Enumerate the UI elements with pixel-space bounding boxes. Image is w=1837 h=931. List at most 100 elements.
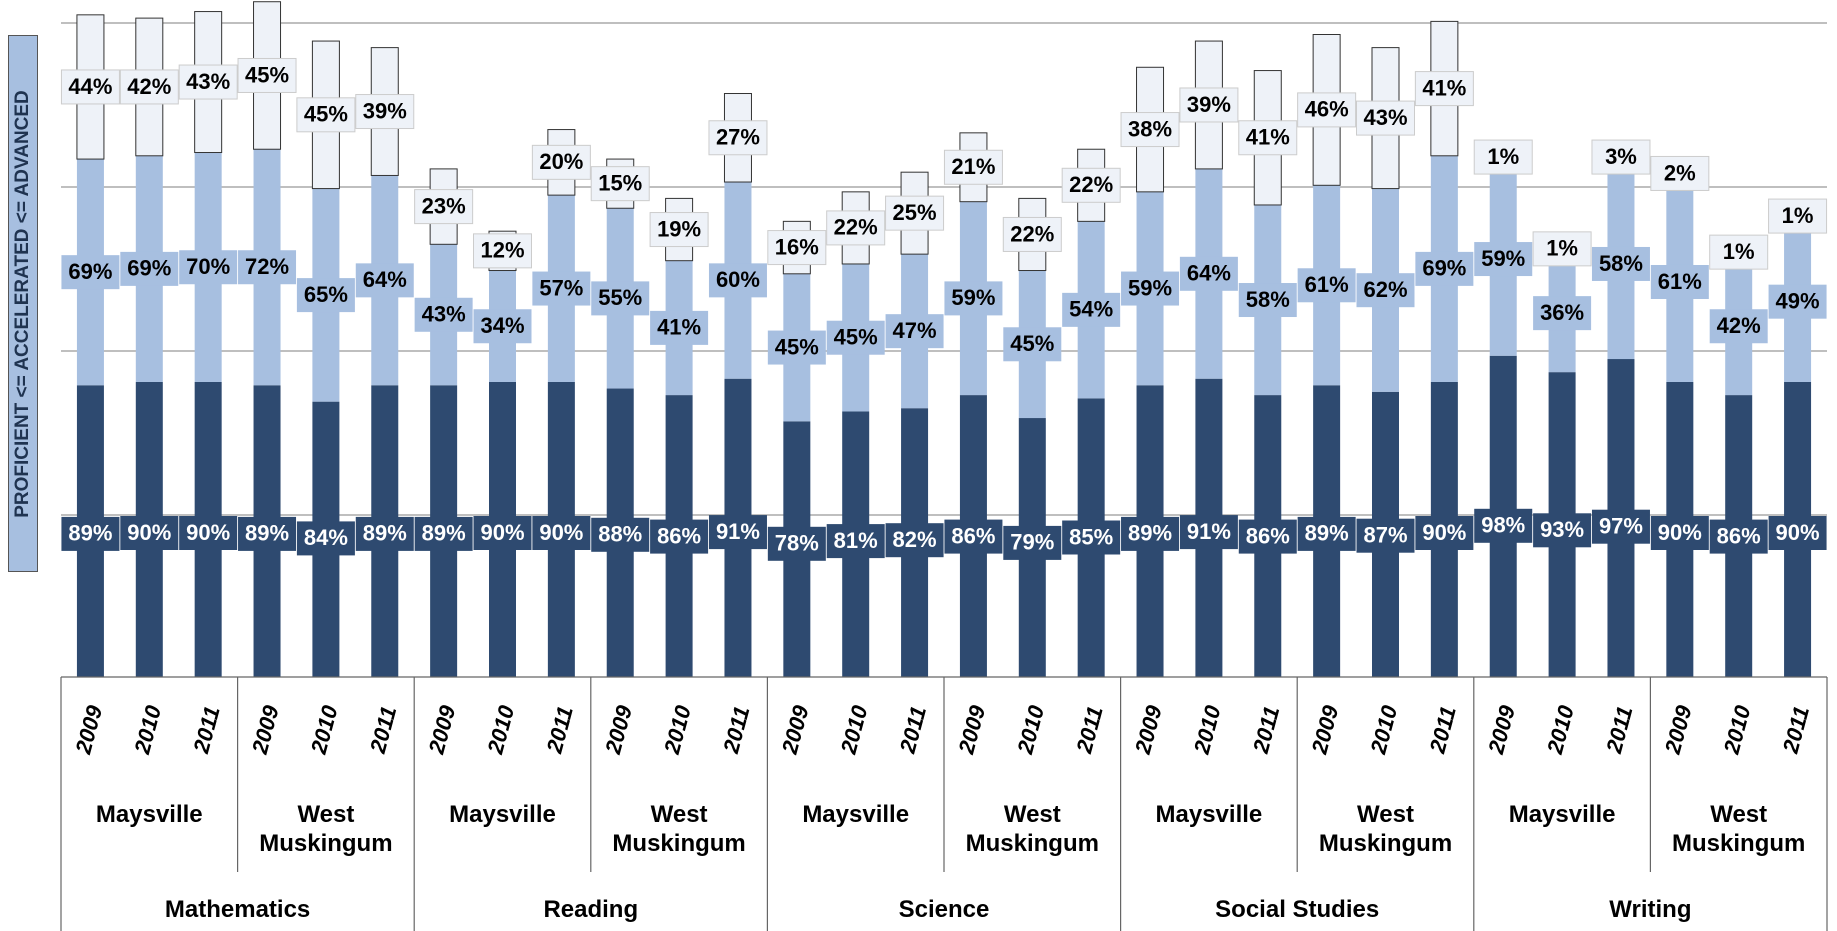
value-label-text: 25% xyxy=(893,200,937,225)
value-label: 22% xyxy=(826,210,886,246)
value-label-text: 43% xyxy=(422,302,466,327)
value-label: 86% xyxy=(1238,519,1297,554)
value-label-box xyxy=(1474,508,1533,543)
value-label-box xyxy=(1121,516,1180,551)
value-label: 59% xyxy=(1474,242,1533,277)
value-label-text: 42% xyxy=(127,74,171,99)
value-label-text: 23% xyxy=(422,193,466,218)
group-label: Maysville xyxy=(1508,801,1616,828)
value-label-text: 89% xyxy=(363,521,407,546)
value-label-text: 87% xyxy=(1363,523,1407,548)
value-label-box xyxy=(885,314,944,349)
value-label: 61% xyxy=(1297,268,1356,303)
value-label-box xyxy=(1062,520,1121,555)
value-label-text: 89% xyxy=(245,521,289,546)
value-label: 39% xyxy=(355,94,415,130)
value-label-box xyxy=(1768,516,1827,550)
value-label: 84% xyxy=(296,521,355,556)
value-label-box xyxy=(60,69,120,105)
value-label-text: 88% xyxy=(598,522,642,547)
value-label-text: 78% xyxy=(775,531,819,556)
value-label-box xyxy=(1002,216,1062,252)
value-label: 42% xyxy=(1709,309,1768,344)
value-label: 85% xyxy=(1062,520,1121,555)
value-label: 91% xyxy=(708,515,767,550)
value-label: 1% xyxy=(1768,198,1828,234)
x-tick-label: 2009 xyxy=(1483,702,1520,757)
value-label-text: 2% xyxy=(1664,160,1696,185)
value-label-text: 86% xyxy=(1246,523,1290,548)
value-label-text: 89% xyxy=(68,521,112,546)
value-label-box xyxy=(355,94,415,130)
value-label-text: 45% xyxy=(1010,331,1054,356)
value-label-box xyxy=(120,251,179,286)
value-label: 61% xyxy=(1650,264,1709,299)
value-label-text: 72% xyxy=(245,254,289,279)
value-label: 25% xyxy=(885,195,945,231)
value-label: 45% xyxy=(237,57,297,93)
value-label-text: 86% xyxy=(951,523,995,548)
value-label: 64% xyxy=(355,263,414,298)
value-label-text: 42% xyxy=(1717,313,1761,338)
value-label: 43% xyxy=(178,64,238,100)
value-label-text: 90% xyxy=(480,520,524,545)
x-tick-label: 2009 xyxy=(1660,702,1697,757)
value-label: 55% xyxy=(591,281,650,316)
value-label-box xyxy=(1650,264,1709,299)
value-label: 90% xyxy=(532,516,591,550)
value-label-box xyxy=(1591,246,1650,281)
value-label-text: 3% xyxy=(1605,144,1637,169)
value-label: 3% xyxy=(1591,139,1651,175)
value-label-text: 82% xyxy=(893,527,937,552)
value-label-box xyxy=(1356,518,1415,553)
value-label-text: 1% xyxy=(1487,144,1519,169)
value-label-text: 86% xyxy=(657,523,701,548)
value-label-text: 39% xyxy=(1187,92,1231,117)
value-label: 90% xyxy=(1415,516,1474,550)
value-label-box xyxy=(179,250,238,285)
value-label: 47% xyxy=(885,314,944,349)
value-label: 98% xyxy=(1474,508,1533,543)
value-label: 1% xyxy=(1532,231,1592,267)
x-tick-label: 2010 xyxy=(1012,702,1049,757)
value-label-text: 34% xyxy=(480,313,524,338)
x-tick-label: 2010 xyxy=(835,702,872,757)
value-label-box xyxy=(1356,100,1415,136)
value-label-box xyxy=(1533,296,1592,331)
value-label: 87% xyxy=(1356,518,1415,553)
value-label-text: 89% xyxy=(1305,521,1349,546)
group-label: West Muskingum xyxy=(1318,801,1453,857)
value-label-box xyxy=(1768,284,1827,319)
value-label: 1% xyxy=(1709,234,1769,270)
value-label-text: 89% xyxy=(422,521,466,546)
value-label-box xyxy=(649,212,709,248)
value-label-box xyxy=(885,195,945,231)
value-label-text: 93% xyxy=(1540,517,1584,542)
value-label-text: 97% xyxy=(1599,514,1643,539)
value-label-box xyxy=(591,281,650,316)
value-label-text: 1% xyxy=(1546,236,1578,261)
value-label-box xyxy=(943,149,1003,185)
value-label: 57% xyxy=(532,271,591,306)
value-label-text: 59% xyxy=(1128,275,1172,300)
group-label: West Muskingum xyxy=(965,801,1099,857)
value-label-text: 61% xyxy=(1305,272,1349,297)
value-label-text: 91% xyxy=(716,519,760,544)
value-label-text: 41% xyxy=(1422,75,1466,100)
value-label: 69% xyxy=(61,255,120,290)
x-tick-label: 2009 xyxy=(600,702,637,757)
x-tick-label: 2011 xyxy=(1248,703,1285,756)
value-label-text: 90% xyxy=(1776,520,1820,545)
value-label: 19% xyxy=(649,212,709,248)
x-tick-label: 2009 xyxy=(1130,702,1167,757)
value-label-box xyxy=(1120,112,1180,148)
value-label-text: 90% xyxy=(1422,520,1466,545)
value-label-box xyxy=(473,233,532,269)
value-label-text: 84% xyxy=(304,525,348,550)
x-tick-label: 2010 xyxy=(482,702,519,757)
value-label-box xyxy=(1768,198,1828,234)
value-label: 79% xyxy=(1003,525,1062,560)
value-label-box xyxy=(414,297,473,332)
